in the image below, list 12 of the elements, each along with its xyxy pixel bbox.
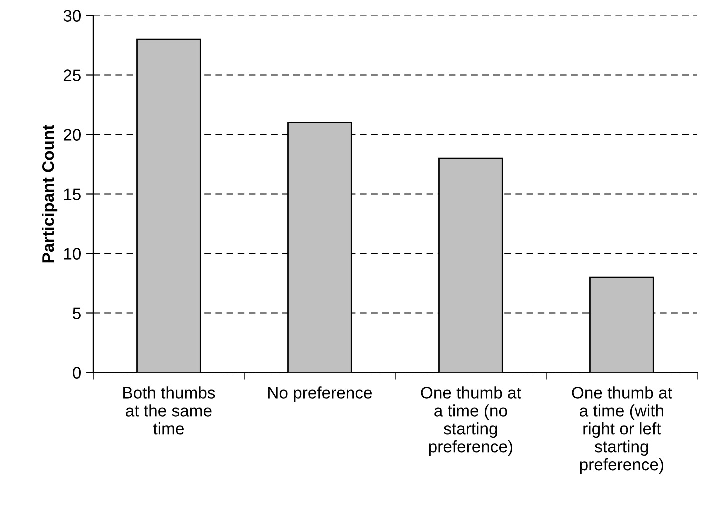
x-tick-label: Both thumbs at the same time [124,386,216,435]
y-axis-title: Participant Count [42,125,58,263]
y-tick-label: 20 [64,129,82,141]
y-tick-label: 10 [64,248,82,260]
y-tick-label: 30 [64,10,82,22]
x-tick-label: One thumb at a time (with right or left starting preference) [572,386,672,474]
y-tick-label: 0 [73,367,82,379]
x-tick-label: One thumb at a time (no starting preference) [421,386,522,456]
y-tick-label: 25 [64,70,81,82]
y-tick-label: 5 [73,308,81,320]
y-tick-label: 15 [64,188,81,200]
x-tick-label: No preference [268,386,372,402]
